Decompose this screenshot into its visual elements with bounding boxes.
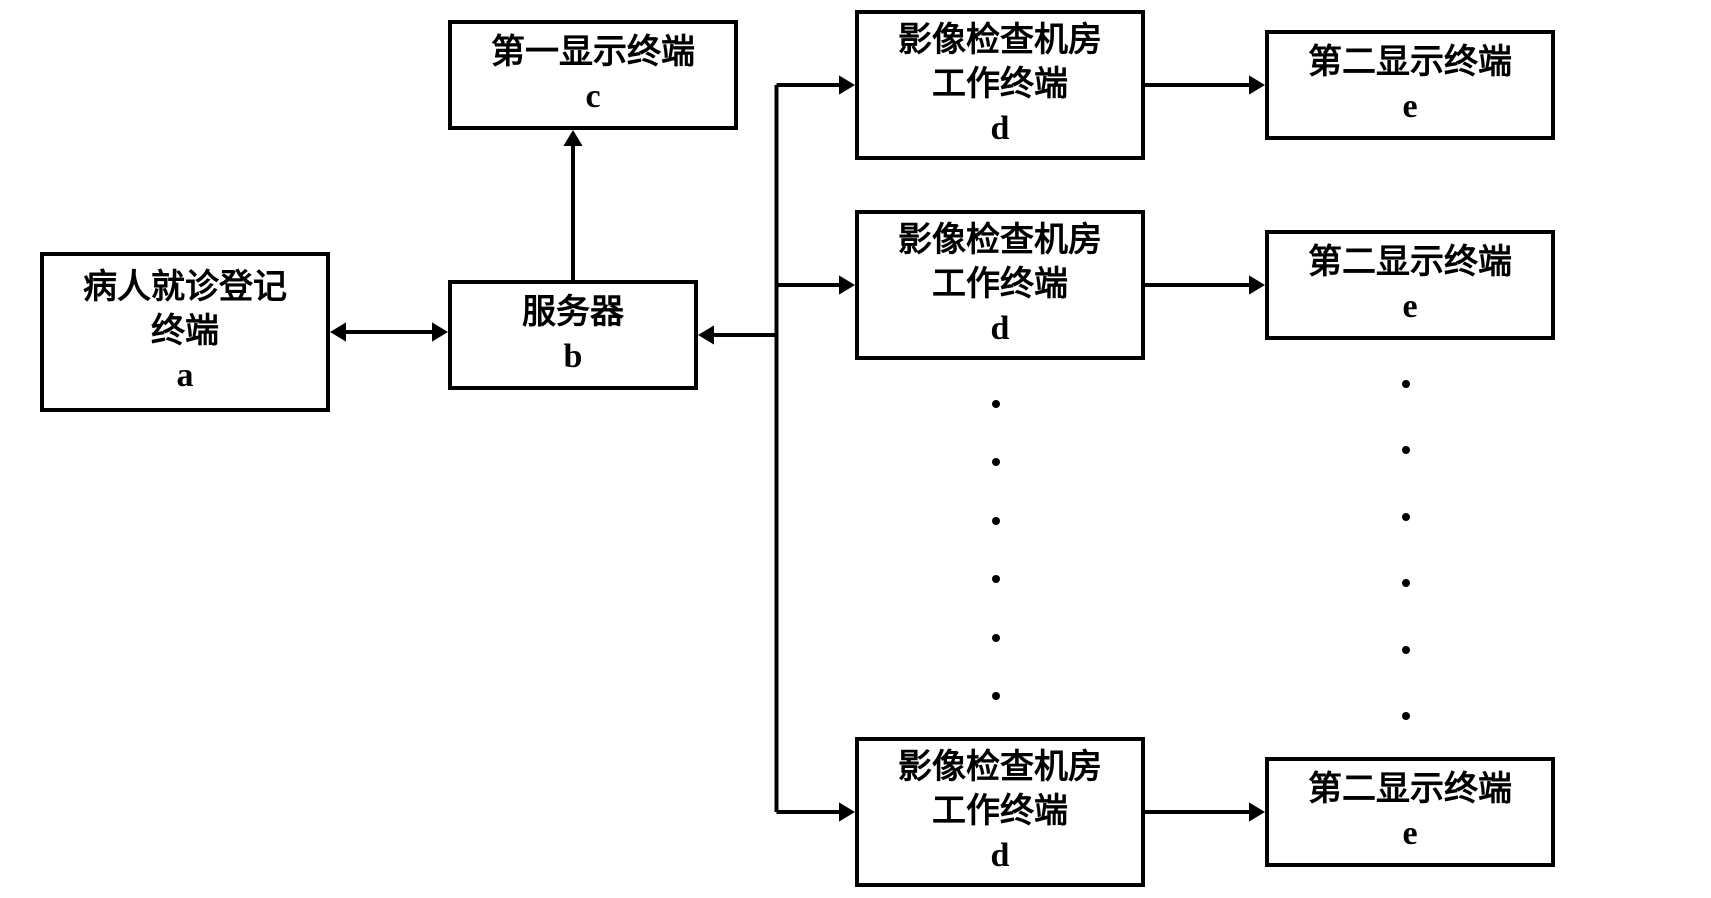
node-label-line1: 第二显示终端 [1308, 768, 1512, 812]
dot [1402, 712, 1410, 720]
node-letter: d [991, 307, 1010, 351]
dot [992, 692, 1000, 700]
node-first-display-terminal: 第一显示终端c [448, 20, 738, 130]
ellipsis-dots-e [1402, 380, 1410, 720]
node-label-line2: 终端 [151, 310, 219, 354]
node-label-line1: 影像检查机房 [898, 746, 1102, 790]
node-label-line2: 工作终端 [932, 790, 1068, 834]
node-second-display-terminal-1: 第二显示终端e [1265, 30, 1555, 140]
ellipsis-dots-d [992, 400, 1000, 700]
node-label-line1: 第二显示终端 [1308, 241, 1512, 285]
node-second-display-terminal-3: 第二显示终端e [1265, 757, 1555, 867]
node-label-line1: 影像检查机房 [898, 219, 1102, 263]
node-imaging-room-terminal-3: 影像检查机房工作终端d [855, 737, 1145, 887]
node-second-display-terminal-2: 第二显示终端e [1265, 230, 1555, 340]
dot [1402, 646, 1410, 654]
node-letter: d [991, 834, 1010, 878]
node-label-line1: 第一显示终端 [491, 31, 695, 75]
dot [1402, 446, 1410, 454]
node-letter: e [1402, 285, 1417, 329]
node-letter: a [177, 354, 194, 398]
dot [1402, 579, 1410, 587]
dot [992, 458, 1000, 466]
node-letter: d [991, 107, 1010, 151]
dot [1402, 380, 1410, 388]
dot [992, 634, 1000, 642]
node-letter: c [585, 75, 600, 119]
node-label-line2: 工作终端 [932, 263, 1068, 307]
node-patient-register-terminal: 病人就诊登记终端a [40, 252, 330, 412]
node-imaging-room-terminal-1: 影像检查机房工作终端d [855, 10, 1145, 160]
node-letter: b [564, 335, 583, 379]
node-label-line1: 服务器 [522, 291, 624, 335]
dot [1402, 513, 1410, 521]
node-label-line2: 工作终端 [932, 63, 1068, 107]
node-label-line1: 病人就诊登记 [83, 266, 287, 310]
node-letter: e [1402, 85, 1417, 129]
dot [992, 400, 1000, 408]
node-server: 服务器b [448, 280, 698, 390]
dot [992, 575, 1000, 583]
dot [992, 517, 1000, 525]
node-letter: e [1402, 812, 1417, 856]
node-imaging-room-terminal-2: 影像检查机房工作终端d [855, 210, 1145, 360]
node-label-line1: 影像检查机房 [898, 19, 1102, 63]
node-label-line1: 第二显示终端 [1308, 41, 1512, 85]
